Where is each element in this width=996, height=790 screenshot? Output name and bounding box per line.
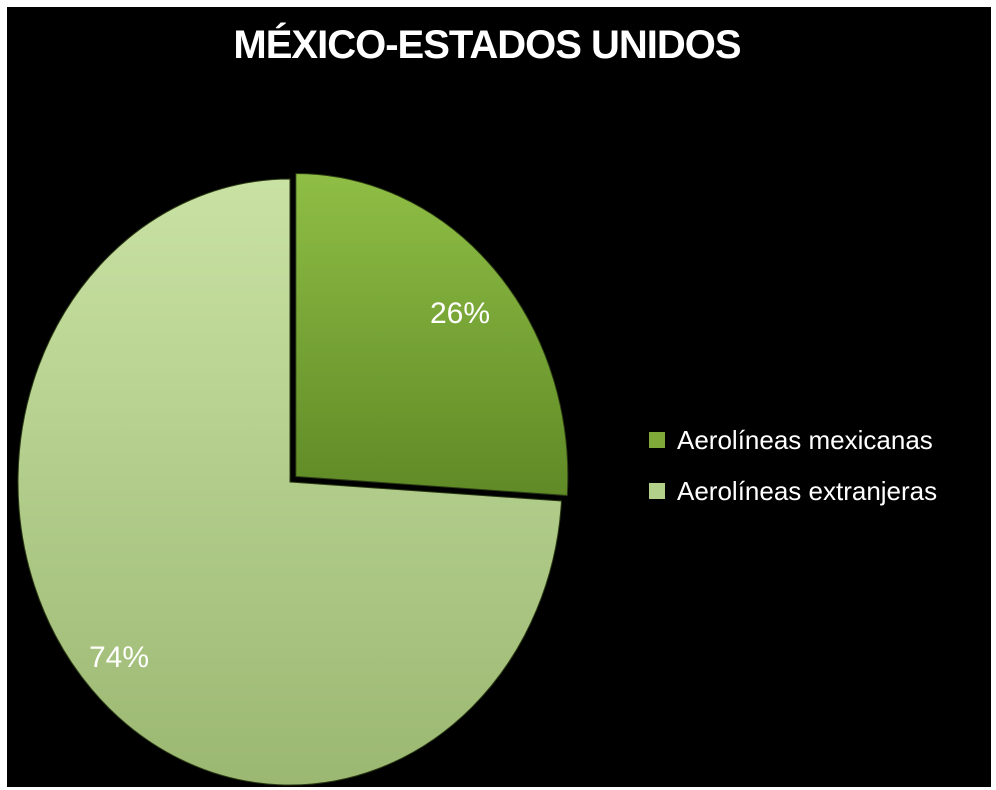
slice-label: 26% bbox=[430, 297, 490, 330]
pie-chart: 26% 74% bbox=[17, 173, 569, 786]
legend-label: Aerolíneas extranjeras bbox=[677, 475, 938, 506]
legend-label: Aerolíneas mexicanas bbox=[677, 424, 933, 455]
chart-title: MÉXICO-ESTADOS UNIDOS bbox=[233, 23, 741, 67]
pie-slice-mexicanas bbox=[295, 173, 569, 497]
pie-slice-extranjeras bbox=[17, 178, 562, 786]
legend-swatch bbox=[649, 483, 665, 499]
legend: Aerolíneas mexicanas Aerolíneas extranjer… bbox=[649, 425, 937, 527]
legend-item: Aerolíneas extranjeras bbox=[649, 476, 937, 506]
legend-item: Aerolíneas mexicanas bbox=[649, 425, 937, 455]
chart-frame: MÉXICO-ESTADOS UNIDOS 26% 74% Aerolíneas … bbox=[7, 7, 991, 787]
slice-label: 74% bbox=[89, 641, 149, 674]
legend-swatch bbox=[649, 432, 665, 448]
